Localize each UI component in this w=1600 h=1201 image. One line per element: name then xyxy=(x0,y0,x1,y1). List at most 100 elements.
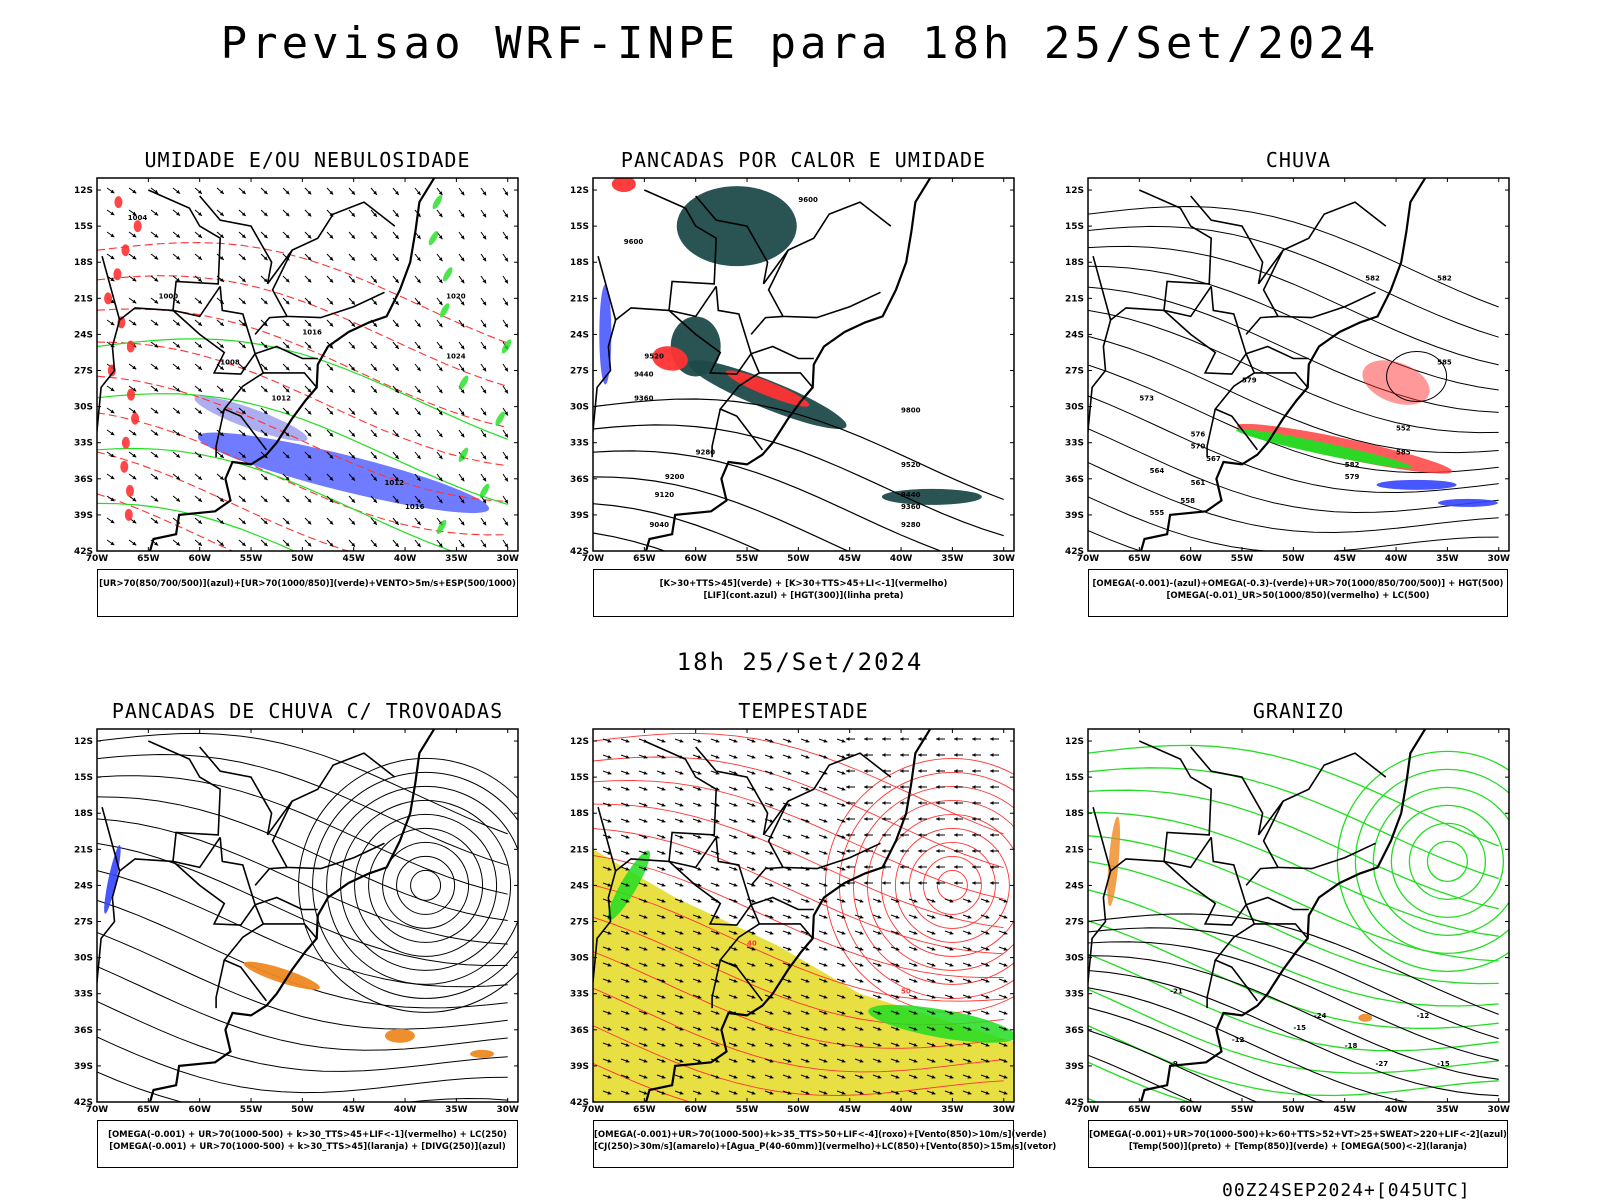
lat-tick-label: 18S xyxy=(570,258,589,268)
shaded-region xyxy=(122,437,130,449)
lat-tick-label: 39S xyxy=(570,511,589,521)
panel-title-granizo: GRANIZO xyxy=(1088,699,1509,723)
legend-line: [OMEGA(-0.001) + UR>70(1000-500) + k>30_… xyxy=(98,1141,517,1153)
lat-tick-label: 36S xyxy=(570,475,589,485)
contour-label: 9360 xyxy=(634,395,654,403)
shaded-region xyxy=(125,509,133,521)
lon-tick-label: 70W xyxy=(1077,1105,1100,1115)
lon-tick-label: 55W xyxy=(736,554,759,564)
lat-tick-label: 18S xyxy=(1065,258,1084,268)
lat-tick-label: 33S xyxy=(74,990,93,1000)
contour-label: 582 xyxy=(1437,274,1452,282)
lon-tick-label: 40W xyxy=(890,554,913,564)
contour-label: 567 xyxy=(1206,455,1221,463)
lat-tick-label: 39S xyxy=(74,1062,93,1072)
contour-label: 564 xyxy=(1150,467,1165,475)
lon-tick-label: 55W xyxy=(736,1105,759,1115)
contour-label: 582 xyxy=(1345,461,1360,469)
lat-tick-label: 15S xyxy=(74,773,93,783)
legend-chuva: [OMEGA(-0.001)-(azul)+OMEGA(-0.3)-(verde… xyxy=(1088,569,1508,617)
lat-tick-label: 12S xyxy=(74,186,93,196)
panel-title-pancadas-calor: PANCADAS POR CALOR E UMIDADE xyxy=(593,148,1014,172)
lon-tick-label: 35W xyxy=(941,1105,964,1115)
contour-label: 9520 xyxy=(644,352,664,360)
contour-label: -18 xyxy=(1345,1042,1358,1050)
contour-label: 570 xyxy=(1191,443,1206,451)
contour-label: -24 xyxy=(1314,1012,1327,1020)
legend-umidade: [UR>70(850/700/500)](azul)+[UR>70(1000/8… xyxy=(97,569,518,617)
lat-tick-label: 21S xyxy=(1065,294,1084,304)
shaded-region xyxy=(104,292,112,304)
lat-tick-label: 27S xyxy=(1065,367,1084,377)
legend-line: [OMEGA(-0.001) + UR>70(1000-500) + k>30_… xyxy=(98,1129,517,1141)
lon-tick-label: 30W xyxy=(1488,554,1511,564)
lat-tick-label: 39S xyxy=(1065,1062,1084,1072)
lat-tick-label: 12S xyxy=(1065,737,1084,747)
lat-tick-label: 24S xyxy=(74,330,93,340)
shaded-region xyxy=(1377,480,1457,490)
lon-tick-label: 65W xyxy=(633,1105,656,1115)
lon-tick-label: 45W xyxy=(1333,554,1356,564)
lat-tick-label: 18S xyxy=(74,258,93,268)
contour-label: 1016 xyxy=(302,328,322,336)
contour-label: -15 xyxy=(1293,1024,1306,1032)
lon-tick-label: 50W xyxy=(1282,1105,1305,1115)
legend-pancadas-calor: [K>30+TTS>45](verde) + [K>30+TTS>45+LI<-… xyxy=(593,569,1014,617)
main-title: Previsao WRF-INPE para 18h 25/Set/2024 xyxy=(0,18,1600,69)
lat-tick-label: 21S xyxy=(74,845,93,855)
lat-tick-label: 27S xyxy=(1065,918,1084,928)
legend-line: [CJ(250)>30m/s](amarelo)+[Agua_P(40-60mm… xyxy=(594,1141,1013,1153)
contour-label: 9520 xyxy=(901,461,921,469)
lat-tick-label: 12S xyxy=(570,737,589,747)
lat-tick-label: 30S xyxy=(570,403,589,413)
contour-label: 9040 xyxy=(649,521,669,529)
lon-tick-label: 65W xyxy=(137,554,160,564)
lat-tick-label: 33S xyxy=(74,439,93,449)
shaded-region xyxy=(431,194,444,211)
lat-tick-label: 15S xyxy=(570,222,589,232)
shaded-region xyxy=(113,268,121,280)
lon-tick-label: 70W xyxy=(582,554,605,564)
lon-tick-label: 45W xyxy=(1333,1105,1356,1115)
contour-label: 1020 xyxy=(446,292,466,300)
contour-label: 1012 xyxy=(272,395,292,403)
contour-label: 1016 xyxy=(405,503,425,511)
lat-tick-label: 30S xyxy=(74,403,93,413)
lat-tick-label: 33S xyxy=(1065,990,1084,1000)
lon-tick-label: 60W xyxy=(188,554,211,564)
contour-label: 558 xyxy=(1180,497,1195,505)
lon-tick-label: 35W xyxy=(941,554,964,564)
panel-title-chuva: CHUVA xyxy=(1088,148,1509,172)
lat-tick-label: 12S xyxy=(1065,186,1084,196)
contour-label: 579 xyxy=(1345,473,1360,481)
shaded-region xyxy=(427,230,440,247)
lat-tick-label: 24S xyxy=(570,881,589,891)
lat-tick-label: 36S xyxy=(74,1026,93,1036)
lat-tick-label: 30S xyxy=(1065,403,1084,413)
lon-tick-label: 40W xyxy=(890,1105,913,1115)
lat-tick-label: 36S xyxy=(1065,475,1084,485)
lat-tick-label: 21S xyxy=(570,294,589,304)
contour-label: -12 xyxy=(1232,1036,1245,1044)
lon-tick-label: 35W xyxy=(445,554,468,564)
contour-label: 585 xyxy=(1396,449,1411,457)
contour-label: 579 xyxy=(1242,377,1257,385)
lat-tick-label: 18S xyxy=(1065,809,1084,819)
lat-tick-label: 24S xyxy=(1065,330,1084,340)
lon-tick-label: 35W xyxy=(1436,1105,1459,1115)
contour-label: 585 xyxy=(1437,359,1452,367)
lon-tick-label: 55W xyxy=(1231,1105,1254,1115)
contour-label: -15 xyxy=(1437,1060,1450,1068)
lon-tick-label: 60W xyxy=(1179,1105,1202,1115)
contour-label: 9440 xyxy=(634,371,654,379)
contour-label: 1008 xyxy=(220,359,240,367)
panel-title-trovoadas: PANCADAS DE CHUVA C/ TROVOADAS xyxy=(97,699,518,723)
lon-tick-label: 30W xyxy=(993,554,1016,564)
lon-tick-label: 70W xyxy=(1077,554,1100,564)
contour-label: 9120 xyxy=(655,491,675,499)
shaded-region xyxy=(127,340,135,352)
shaded-region xyxy=(470,1050,494,1058)
lat-tick-label: 18S xyxy=(74,809,93,819)
lat-tick-label: 15S xyxy=(1065,222,1084,232)
lat-tick-label: 21S xyxy=(1065,845,1084,855)
